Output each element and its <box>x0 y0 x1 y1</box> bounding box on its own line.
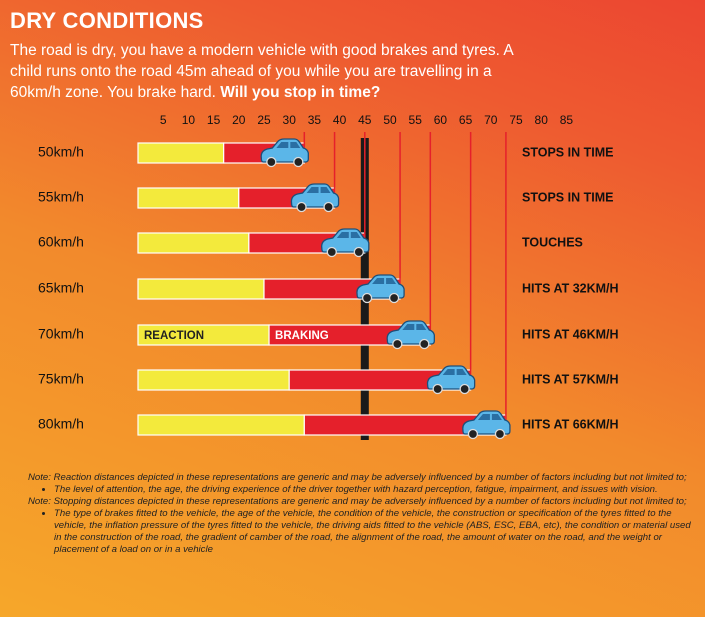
x-tick-label: 35 <box>308 113 322 127</box>
car-wheel <box>266 156 277 168</box>
bar-segment <box>137 187 240 209</box>
note-list: The type of brakes fitted to the vehicle… <box>28 508 693 556</box>
car-window <box>477 414 502 420</box>
car-icon <box>290 183 340 213</box>
car-wheel <box>467 428 479 440</box>
speed-label: 50km/h <box>38 144 84 160</box>
note-text: Note: Reaction distances depicted in the… <box>28 472 687 483</box>
x-tick-label: 40 <box>333 113 347 127</box>
outcome-label: HITS AT 66KM/H <box>522 417 619 431</box>
outcome-label: STOPS IN TIME <box>522 190 613 204</box>
car-window <box>306 187 331 193</box>
car-wheel <box>293 156 304 168</box>
x-tick-label: 15 <box>207 113 221 127</box>
car-wheel <box>432 383 443 395</box>
x-tick-label: 85 <box>560 113 574 127</box>
x-tick-label: 65 <box>459 113 473 127</box>
note-text: Note: Stopping distances depicted in the… <box>28 496 687 507</box>
x-tick-label: 75 <box>509 113 523 127</box>
car-icon <box>321 228 370 258</box>
x-tick-label: 70 <box>484 113 498 127</box>
speed-label: 80km/h <box>38 416 84 432</box>
x-tick-label: 20 <box>232 113 246 127</box>
car-icon <box>426 365 476 395</box>
speed-label: 55km/h <box>38 189 84 205</box>
car-wheel <box>326 246 337 258</box>
bar-segment <box>137 142 225 164</box>
x-tick-label: 80 <box>535 113 549 127</box>
x-tick-label: 10 <box>182 113 196 127</box>
chart: 5 10 15 20 25 30 35 40 45 50 55 60 65 70 75 80 85 50km/h S… <box>38 113 619 440</box>
outcome-label: HITS AT 32KM/H <box>522 281 619 295</box>
car-wheel <box>323 201 334 213</box>
x-tick-label: 60 <box>434 113 448 127</box>
bar-segment <box>137 414 305 436</box>
outcome-label: HITS AT 46KM/H <box>522 327 619 341</box>
car-window <box>372 278 397 284</box>
car-icon <box>462 410 511 440</box>
car-window <box>336 232 361 238</box>
car-wheel <box>353 246 364 258</box>
chart-title: DRY CONDITIONS <box>10 8 204 33</box>
bar-segment <box>137 278 265 300</box>
notes: Note: Reaction distances depicted in the… <box>28 472 693 556</box>
car-wheel <box>392 338 403 350</box>
x-tick-label: 25 <box>257 113 271 127</box>
car-window <box>442 369 467 375</box>
car-wheel <box>361 292 373 304</box>
car-window <box>402 324 427 330</box>
car-icon <box>260 138 309 168</box>
subtitle-text: The road is dry, you have a modern vehic… <box>10 42 513 101</box>
speed-label: 60km/h <box>38 234 84 250</box>
header: DRY CONDITIONS The road is dry, you have… <box>10 8 700 103</box>
subtitle-question: Will you stop in time? <box>220 84 381 101</box>
subtitle: The road is dry, you have a modern vehic… <box>10 40 540 103</box>
car-wheel <box>459 383 470 395</box>
speed-label: 70km/h <box>38 326 84 342</box>
note-bullet: The level of attention, the age, the dri… <box>54 484 693 496</box>
x-tick-label: 45 <box>358 113 372 127</box>
outcome-label: STOPS IN TIME <box>522 145 613 159</box>
outcome-label: HITS AT 57KM/H <box>522 372 619 386</box>
x-tick-label: 30 <box>283 113 297 127</box>
outcome-label: TOUCHES <box>522 235 583 249</box>
legend-label: BRAKING <box>275 330 329 342</box>
car-wheel <box>419 338 430 350</box>
legend-label: REACTION <box>144 330 204 342</box>
note-list: The level of attention, the age, the dri… <box>28 484 693 496</box>
note-bullet: The type of brakes fitted to the vehicle… <box>54 508 693 556</box>
car-wheel <box>296 201 307 213</box>
car-icon <box>356 274 405 304</box>
car-wheel <box>494 428 506 440</box>
x-tick-label: 50 <box>383 113 397 127</box>
car-wheel <box>388 292 400 304</box>
x-tick-label: 55 <box>409 113 423 127</box>
x-tick-label: 5 <box>160 113 167 127</box>
bar-segment <box>137 369 290 391</box>
car-window <box>276 142 301 148</box>
bar-segment <box>137 232 250 254</box>
speed-label: 65km/h <box>38 280 84 296</box>
speed-label: 75km/h <box>38 371 84 387</box>
car-icon <box>386 320 435 350</box>
